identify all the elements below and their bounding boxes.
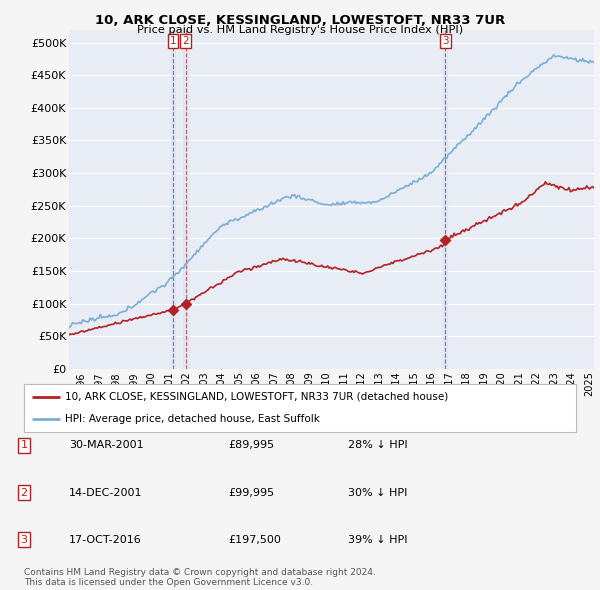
Text: 2: 2 (182, 37, 189, 47)
Text: 28% ↓ HPI: 28% ↓ HPI (348, 441, 407, 450)
Bar (184, 30, 188, 369)
Text: HPI: Average price, detached house, East Suffolk: HPI: Average price, detached house, East… (65, 414, 320, 424)
Text: 2: 2 (20, 488, 28, 497)
Text: 3: 3 (20, 535, 28, 545)
Bar (171, 30, 175, 369)
Text: 10, ARK CLOSE, KESSINGLAND, LOWESTOFT, NR33 7UR: 10, ARK CLOSE, KESSINGLAND, LOWESTOFT, N… (95, 14, 505, 27)
Text: £99,995: £99,995 (228, 488, 274, 497)
Text: 3: 3 (442, 37, 449, 47)
Text: 14-DEC-2001: 14-DEC-2001 (69, 488, 143, 497)
Bar (443, 30, 448, 369)
Text: Price paid vs. HM Land Registry's House Price Index (HPI): Price paid vs. HM Land Registry's House … (137, 25, 463, 35)
Text: Contains HM Land Registry data © Crown copyright and database right 2024.
This d: Contains HM Land Registry data © Crown c… (24, 568, 376, 587)
Text: 30-MAR-2001: 30-MAR-2001 (69, 441, 143, 450)
Text: 10, ARK CLOSE, KESSINGLAND, LOWESTOFT, NR33 7UR (detached house): 10, ARK CLOSE, KESSINGLAND, LOWESTOFT, N… (65, 392, 449, 402)
Text: £89,995: £89,995 (228, 441, 274, 450)
Text: 39% ↓ HPI: 39% ↓ HPI (348, 535, 407, 545)
Text: 1: 1 (20, 441, 28, 450)
Text: 30% ↓ HPI: 30% ↓ HPI (348, 488, 407, 497)
Text: 1: 1 (170, 37, 176, 47)
Text: 17-OCT-2016: 17-OCT-2016 (69, 535, 142, 545)
Text: £197,500: £197,500 (228, 535, 281, 545)
